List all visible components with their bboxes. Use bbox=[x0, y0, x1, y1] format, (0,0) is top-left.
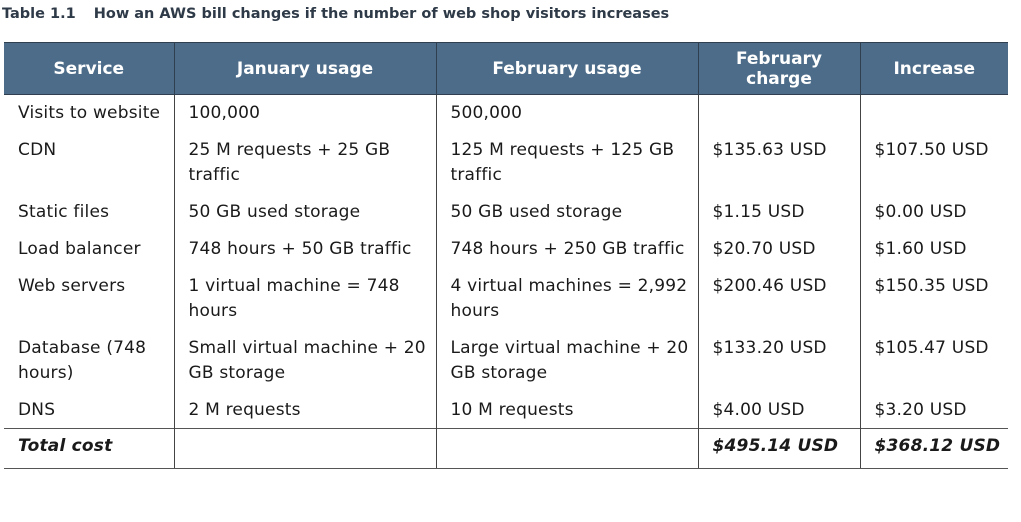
increase-cell: $0.00 USD bbox=[859, 193, 1008, 230]
header-january-usage: January usage bbox=[173, 42, 436, 95]
increase-cell: $150.35 USD bbox=[859, 267, 1008, 329]
increase-cell: $1.60 USD bbox=[859, 230, 1008, 267]
february-usage-cell: 4 virtual machines = 2,992 hours bbox=[435, 267, 698, 329]
table-row: Visits to website 100,000 500,000 bbox=[4, 94, 1008, 131]
february-charge-cell: $133.20 USD bbox=[697, 329, 860, 391]
january-usage-cell: Small virtual machine + 20 GB storage bbox=[173, 329, 436, 391]
january-usage-cell: 748 hours + 50 GB traffic bbox=[173, 230, 436, 267]
header-row: Service January usage February usage Feb… bbox=[4, 42, 1008, 95]
increase-cell: $3.20 USD bbox=[859, 391, 1008, 429]
total-row: Total cost $495.14 USD $368.12 USD bbox=[4, 428, 1008, 469]
table-number: Table 1.1 bbox=[2, 6, 76, 22]
service-cell: Database (748 hours) bbox=[18, 338, 147, 383]
table-row: DNS 2 M requests 10 M requests $4.00 USD… bbox=[4, 391, 1008, 429]
service-cell: Visits to website bbox=[18, 103, 161, 123]
total-increase-cell: $368.12 USD bbox=[859, 428, 1008, 469]
total-january-cell bbox=[173, 428, 436, 469]
increase-cell bbox=[859, 94, 1008, 131]
january-usage-cell: 25 M requests + 25 GB traffic bbox=[173, 131, 436, 193]
service-cell: CDN bbox=[18, 140, 57, 160]
service-cell: Static files bbox=[18, 202, 110, 222]
january-usage-cell: 100,000 bbox=[173, 94, 436, 131]
increase-cell: $105.47 USD bbox=[859, 329, 1008, 391]
february-usage-cell: 125 M requests + 125 GB traffic bbox=[435, 131, 698, 193]
february-usage-cell: 500,000 bbox=[435, 94, 698, 131]
table-row: Load balancer 748 hours + 50 GB traffic … bbox=[4, 230, 1008, 267]
february-charge-cell: $4.00 USD bbox=[697, 391, 860, 429]
february-usage-cell: 50 GB used storage bbox=[435, 193, 698, 230]
february-charge-cell: $20.70 USD bbox=[697, 230, 860, 267]
table-title: How an AWS bill changes if the number of… bbox=[93, 6, 670, 22]
service-cell: Web servers bbox=[18, 276, 126, 296]
header-february-usage: February usage bbox=[435, 42, 698, 95]
table-row: Database (748 hours) Small virtual machi… bbox=[4, 329, 1008, 391]
service-cell: DNS bbox=[18, 400, 56, 420]
table-caption: Table 1.1 How an AWS bill changes if the … bbox=[2, 6, 669, 22]
february-usage-cell: 748 hours + 250 GB traffic bbox=[435, 230, 698, 267]
february-charge-cell: $1.15 USD bbox=[697, 193, 860, 230]
total-february-charge-cell: $495.14 USD bbox=[697, 428, 860, 469]
february-usage-cell: Large virtual machine + 20 GB storage bbox=[435, 329, 698, 391]
table-row: Static files 50 GB used storage 50 GB us… bbox=[4, 193, 1008, 230]
table-row: CDN 25 M requests + 25 GB traffic 125 M … bbox=[4, 131, 1008, 193]
total-label-cell: Total cost bbox=[4, 428, 174, 469]
january-usage-cell: 1 virtual machine = 748 hours bbox=[173, 267, 436, 329]
february-charge-cell: $135.63 USD bbox=[697, 131, 860, 193]
header-increase: Increase bbox=[859, 42, 1008, 95]
january-usage-cell: 2 M requests bbox=[173, 391, 436, 429]
service-cell: Load balancer bbox=[18, 239, 141, 259]
table-row: Web servers 1 virtual machine = 748 hour… bbox=[4, 267, 1008, 329]
february-charge-cell bbox=[697, 94, 860, 131]
header-service: Service bbox=[4, 42, 174, 95]
february-charge-cell: $200.46 USD bbox=[697, 267, 860, 329]
january-usage-cell: 50 GB used storage bbox=[173, 193, 436, 230]
increase-cell: $107.50 USD bbox=[859, 131, 1008, 193]
header-february-charge: February charge bbox=[697, 42, 860, 95]
february-usage-cell: 10 M requests bbox=[435, 391, 698, 429]
aws-bill-table: Service January usage February usage Feb… bbox=[4, 42, 1008, 469]
total-february-usage-cell bbox=[435, 428, 698, 469]
